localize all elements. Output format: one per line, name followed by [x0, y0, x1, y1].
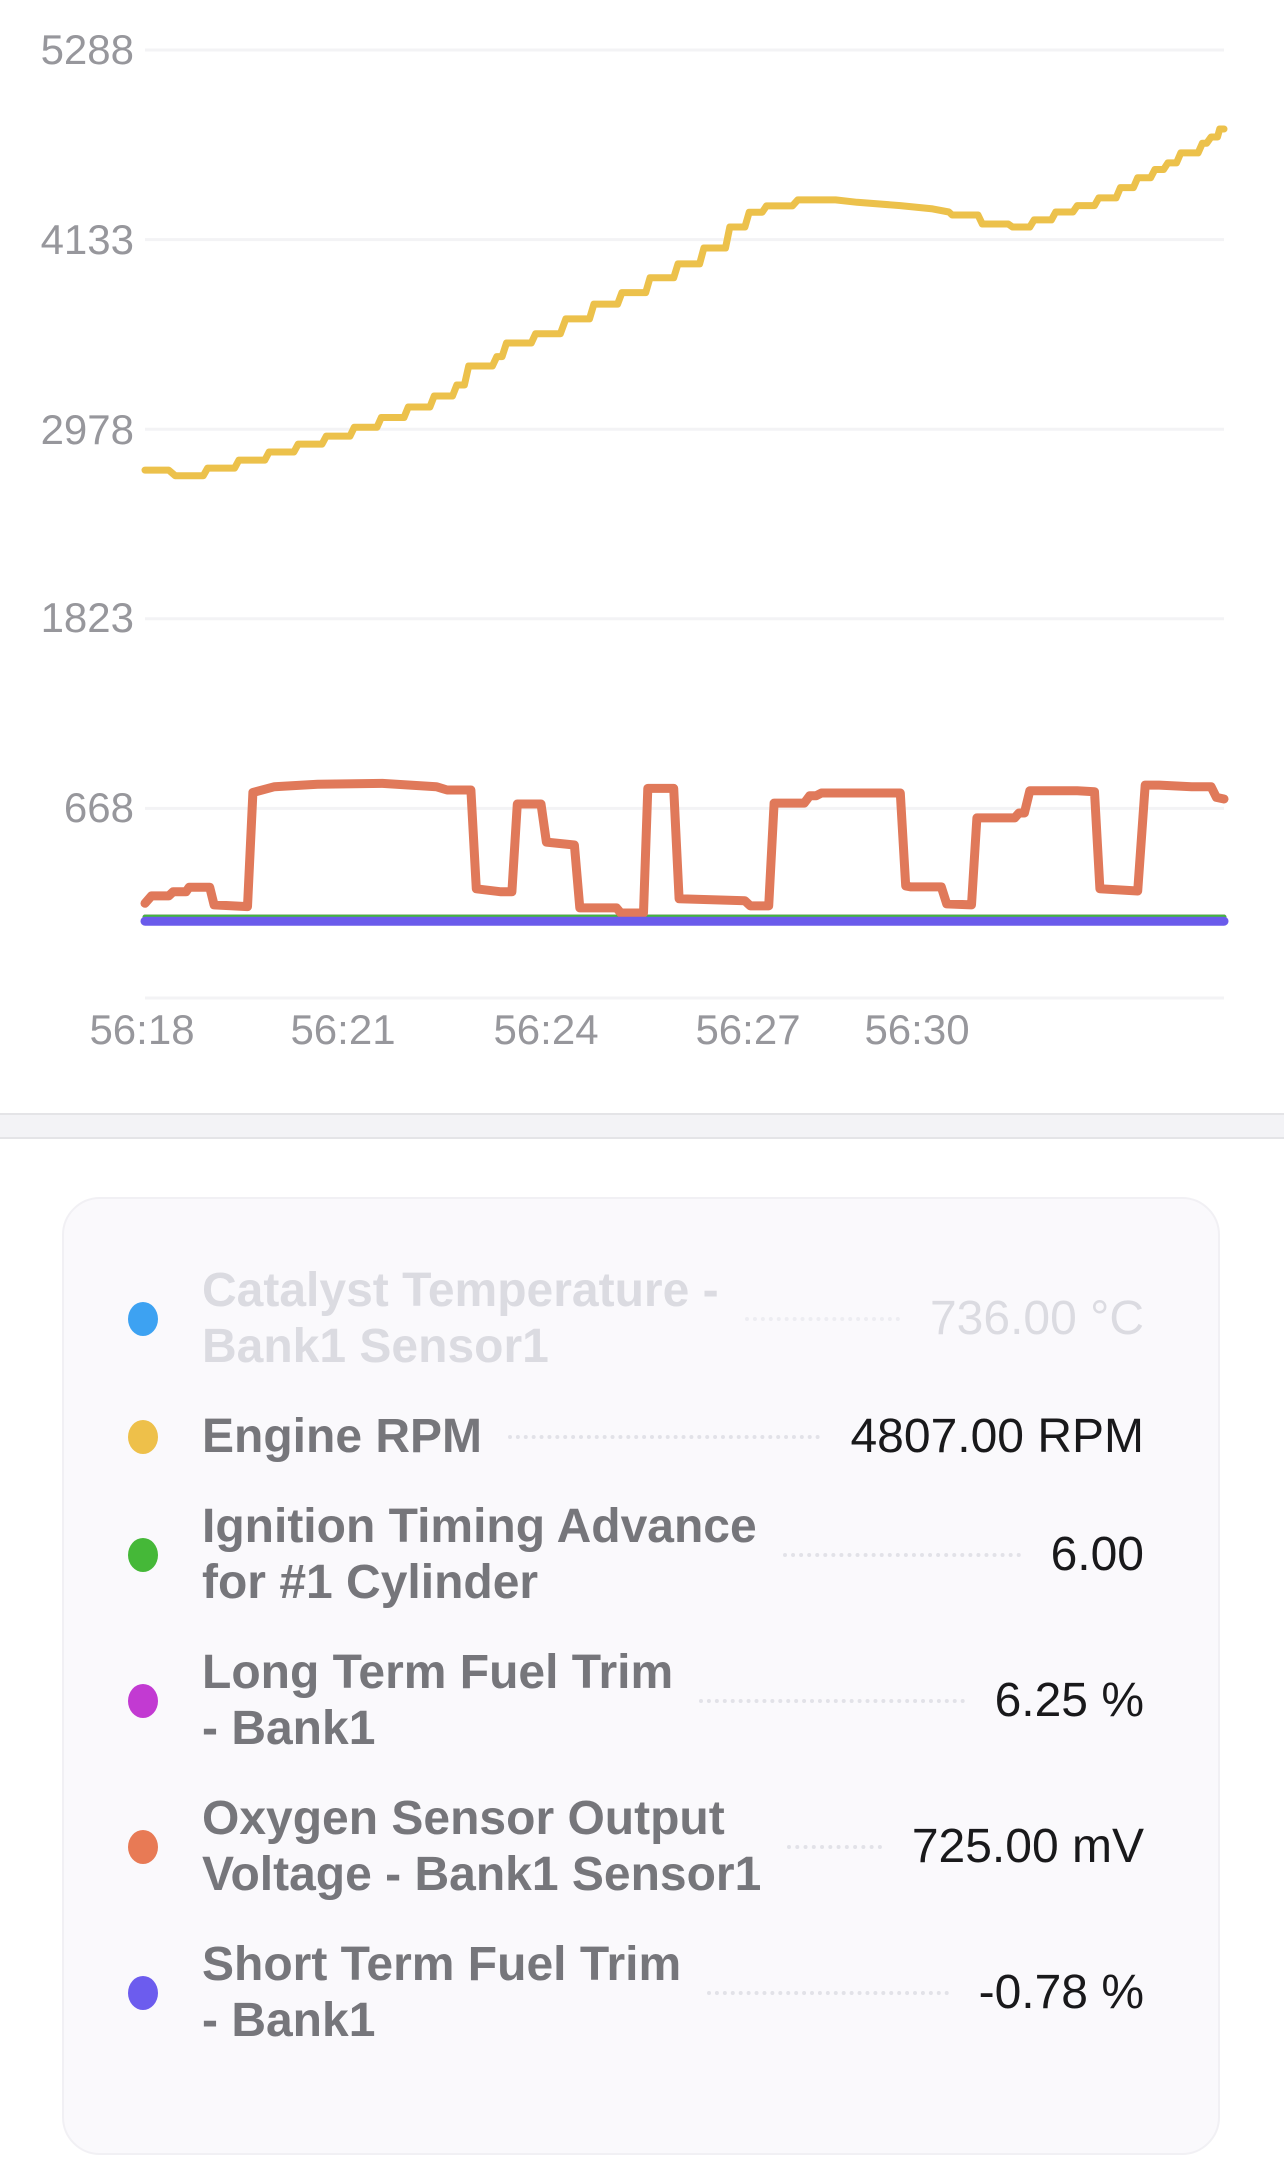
- dotted-leader: [699, 1699, 965, 1703]
- x-axis-tick-label: 56:18: [89, 1006, 195, 1053]
- parameter-value: 4807.00 RPM: [850, 1410, 1144, 1463]
- dotted-leader: [707, 1991, 949, 1995]
- dotted-leader: [782, 1553, 1021, 1557]
- parameter-label: Short Term Fuel Trim - Bank1: [202, 1937, 681, 2049]
- parameter-label-line: Ignition Timing Advance: [202, 1500, 757, 1553]
- parameter-legend-card: Catalyst Temperature - Bank1 Sensor1 736…: [62, 1197, 1220, 2155]
- y-axis-tick-label: 2978: [40, 406, 134, 453]
- series-color-dot-icon: [128, 1420, 158, 1454]
- parameter-value: -0.78 %: [978, 1966, 1144, 2019]
- parameter-label-line: - Bank1: [202, 1994, 376, 2047]
- section-divider: [0, 1113, 1284, 1139]
- legend-row-ignition-timing[interactable]: Ignition Timing Advance for #1 Cylinder …: [128, 1499, 1144, 1611]
- trend-chart[interactable]: 5288 4133 2978 1823 668 56:18 56:21 56:2…: [0, 0, 1284, 1113]
- parameter-value: 736.00 °C: [929, 1292, 1144, 1345]
- y-axis-tick-label: 1823: [40, 594, 134, 641]
- parameter-value: 725.00 mV: [911, 1820, 1144, 1873]
- y-axis-tick-label: 668: [63, 784, 134, 831]
- parameter-label-line: Engine RPM: [202, 1410, 483, 1463]
- parameter-label-line: Voltage - Bank1 Sensor1: [202, 1848, 762, 1901]
- parameter-label-line: - Bank1: [202, 1702, 376, 1755]
- dotted-leader: [508, 1435, 821, 1439]
- dotted-leader: [787, 1845, 882, 1849]
- parameter-label: Long Term Fuel Trim - Bank1: [202, 1645, 673, 1757]
- legend-row-long-term-fuel-trim[interactable]: Long Term Fuel Trim - Bank1 6.25 %: [128, 1645, 1144, 1757]
- x-axis-tick-label: 56:24: [493, 1006, 599, 1053]
- parameter-label: Catalyst Temperature - Bank1 Sensor1: [202, 1263, 719, 1375]
- legend-row-oxygen-sensor-voltage[interactable]: Oxygen Sensor Output Voltage - Bank1 Sen…: [128, 1791, 1144, 1903]
- parameter-label-line: for #1 Cylinder: [202, 1556, 539, 1609]
- parameter-label-line: Bank1 Sensor1: [202, 1320, 549, 1373]
- series-color-dot-icon: [128, 1538, 158, 1572]
- parameter-label: Oxygen Sensor Output Voltage - Bank1 Sen…: [202, 1791, 761, 1903]
- x-axis-tick-label: 56:21: [290, 1006, 396, 1053]
- parameter-label: Ignition Timing Advance for #1 Cylinder: [202, 1499, 757, 1611]
- x-axis-tick-label: 56:27: [695, 1006, 801, 1053]
- series-color-dot-icon: [128, 1976, 158, 2010]
- parameter-value: 6.25 %: [994, 1674, 1144, 1727]
- parameter-value: 6.00: [1050, 1528, 1144, 1581]
- parameter-label: Engine RPM: [202, 1409, 482, 1465]
- series-color-dot-icon: [128, 1684, 158, 1718]
- parameter-label-line: Oxygen Sensor Output: [202, 1792, 725, 1845]
- x-axis-tick-label: 56:30: [864, 1006, 970, 1053]
- parameter-label-line: Long Term Fuel Trim: [202, 1646, 674, 1699]
- chart-plot-canvas: [140, 48, 1229, 1000]
- parameter-label-line: Short Term Fuel Trim: [202, 1938, 682, 1991]
- parameter-label-line: Catalyst Temperature -: [202, 1264, 719, 1317]
- series-color-dot-icon: [128, 1830, 158, 1864]
- legend-row-short-term-fuel-trim[interactable]: Short Term Fuel Trim - Bank1 -0.78 %: [128, 1937, 1144, 2049]
- legend-row-catalyst-temperature[interactable]: Catalyst Temperature - Bank1 Sensor1 736…: [128, 1263, 1144, 1375]
- y-axis-tick-label: 4133: [40, 216, 134, 263]
- dotted-leader: [744, 1317, 900, 1321]
- y-axis-tick-label: 5288: [40, 26, 134, 73]
- series-color-dot-icon: [128, 1302, 158, 1336]
- legend-row-engine-rpm[interactable]: Engine RPM 4807.00 RPM: [128, 1409, 1144, 1465]
